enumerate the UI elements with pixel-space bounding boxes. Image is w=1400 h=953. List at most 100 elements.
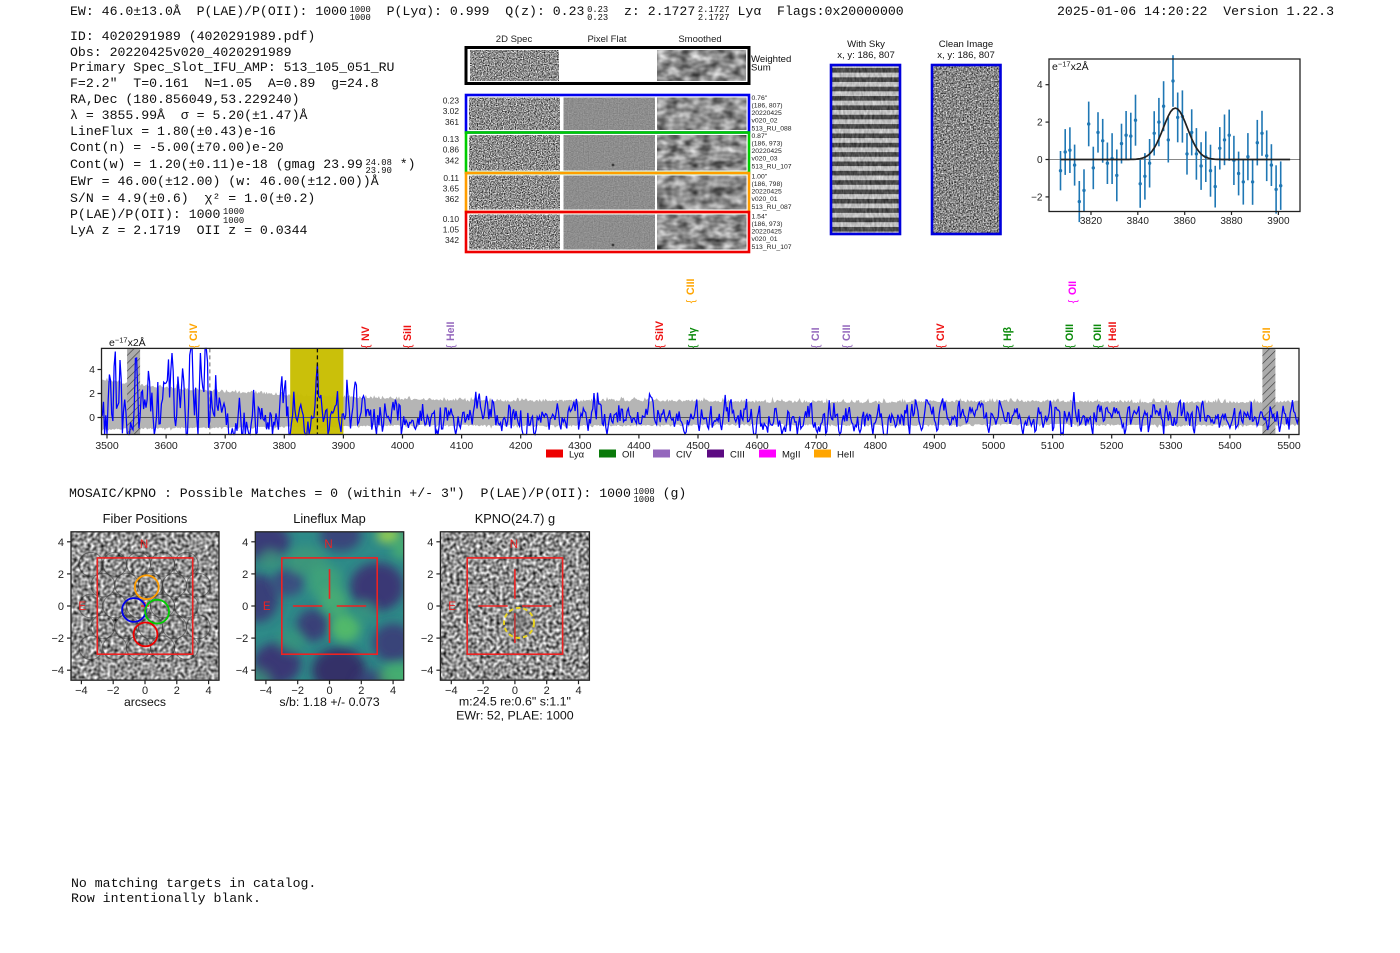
svg-text:s/b: 1.18 +/- 0.073: s/b: 1.18 +/- 0.073 [279, 695, 379, 709]
svg-text:3880: 3880 [1220, 216, 1243, 227]
svg-text:Lyα: Lyα [569, 450, 585, 461]
svg-text:HeII: HeII [837, 450, 854, 461]
svg-text:20220425: 20220425 [752, 229, 782, 236]
svg-text:1.05: 1.05 [443, 225, 460, 235]
svg-text:5400: 5400 [1218, 440, 1242, 452]
svg-text:x, y: 186, 807: x, y: 186, 807 [837, 50, 895, 61]
svg-text:CIII: CIII [730, 450, 745, 461]
svg-text:0.86: 0.86 [443, 145, 460, 155]
svg-text:0: 0 [242, 601, 248, 613]
svg-text:0: 0 [89, 412, 95, 424]
svg-text:2: 2 [427, 569, 433, 581]
svg-text:{: { [1064, 344, 1076, 348]
svg-text:CII: CII [1261, 327, 1273, 341]
svg-text:20220425: 20220425 [752, 110, 782, 117]
svg-text:3900: 3900 [332, 440, 356, 452]
svg-text:2: 2 [544, 685, 550, 697]
svg-text:OIII: OIII [1064, 324, 1076, 341]
svg-text:513_RU_107: 513_RU_107 [752, 244, 792, 251]
svg-text:Fiber Positions: Fiber Positions [103, 511, 188, 526]
svg-text:3800: 3800 [273, 440, 297, 452]
svg-text:2: 2 [1037, 118, 1043, 129]
svg-text:Smoothed: Smoothed [678, 34, 721, 45]
svg-text:−2: −2 [477, 685, 490, 697]
svg-text:513_RU_088: 513_RU_088 [752, 125, 792, 132]
svg-text:342: 342 [445, 235, 459, 245]
svg-text:{: { [1107, 344, 1119, 348]
svg-text:361: 361 [445, 117, 459, 127]
svg-text:4: 4 [1037, 80, 1043, 91]
svg-text:513_RU_087: 513_RU_087 [752, 204, 792, 211]
svg-text:3860: 3860 [1174, 216, 1197, 227]
svg-text:arcsecs: arcsecs [124, 695, 166, 709]
svg-text:3900: 3900 [1267, 216, 1290, 227]
svg-text:0.76": 0.76" [752, 95, 768, 102]
svg-text:(186, 798): (186, 798) [752, 181, 783, 188]
svg-text:3.65: 3.65 [443, 184, 460, 194]
svg-text:{: { [685, 299, 697, 303]
svg-text:MgII: MgII [782, 450, 800, 461]
svg-text:v020_01: v020_01 [752, 196, 778, 203]
svg-text:−4: −4 [260, 685, 273, 697]
svg-text:2: 2 [358, 685, 364, 697]
svg-text:(186, 807): (186, 807) [752, 103, 783, 110]
svg-text:4: 4 [206, 685, 212, 697]
svg-text:HeII: HeII [1107, 322, 1119, 341]
svg-text:v020_01: v020_01 [752, 236, 778, 243]
svg-text:4500: 4500 [686, 440, 710, 452]
svg-text:2: 2 [58, 569, 64, 581]
svg-text:4: 4 [575, 685, 581, 697]
svg-text:5300: 5300 [1159, 440, 1183, 452]
svg-text:4: 4 [427, 537, 433, 549]
svg-text:Pixel Flat: Pixel Flat [587, 34, 626, 45]
svg-text:−2: −2 [1031, 192, 1043, 203]
svg-text:4400: 4400 [627, 440, 651, 452]
svg-text:−4: −4 [445, 685, 458, 697]
svg-text:(186, 973): (186, 973) [752, 141, 783, 148]
svg-text:3.02: 3.02 [443, 106, 460, 116]
svg-text:{: { [654, 344, 666, 348]
svg-text:1.54": 1.54" [752, 213, 768, 220]
svg-text:0: 0 [58, 601, 64, 613]
svg-text:0: 0 [142, 685, 148, 697]
svg-text:3600: 3600 [154, 440, 178, 452]
svg-text:−2: −2 [107, 685, 120, 697]
svg-text:0.87": 0.87" [752, 133, 768, 140]
svg-text:With Sky: With Sky [847, 39, 885, 50]
svg-text:4: 4 [58, 537, 64, 549]
svg-text:{: { [445, 344, 457, 348]
svg-text:342: 342 [445, 155, 459, 165]
svg-text:Hβ: Hβ [1002, 326, 1014, 341]
svg-text:KPNO(24.7) g: KPNO(24.7) g [475, 511, 555, 526]
svg-text:NV: NV [360, 326, 372, 341]
svg-text:5000: 5000 [982, 440, 1006, 452]
svg-text:E: E [78, 601, 86, 613]
svg-text:2: 2 [242, 569, 248, 581]
svg-text:4800: 4800 [864, 440, 888, 452]
svg-text:OII: OII [622, 450, 635, 461]
svg-text:4: 4 [89, 364, 95, 376]
svg-text:5200: 5200 [1100, 440, 1124, 452]
svg-text:−2: −2 [51, 633, 64, 645]
svg-text:Hγ: Hγ [687, 327, 699, 341]
svg-text:CIII: CIII [841, 324, 853, 341]
svg-text:CIV: CIV [188, 323, 200, 341]
svg-text:−4: −4 [75, 685, 88, 697]
svg-text:CII: CII [810, 327, 822, 341]
svg-text:N: N [140, 539, 148, 551]
svg-text:4600: 4600 [745, 440, 769, 452]
svg-text:{: { [841, 344, 853, 348]
svg-text:0: 0 [326, 685, 332, 697]
svg-text:3840: 3840 [1127, 216, 1150, 227]
svg-text:E: E [263, 601, 271, 613]
svg-text:{: { [360, 344, 372, 348]
svg-text:4: 4 [390, 685, 396, 697]
svg-text:HeII: HeII [445, 322, 457, 341]
svg-text:{: { [1261, 344, 1273, 348]
svg-text:{: { [1067, 299, 1079, 303]
svg-text:(186, 973): (186, 973) [752, 221, 783, 228]
svg-text:4700: 4700 [805, 440, 829, 452]
svg-text:Clean Image: Clean Image [939, 39, 993, 50]
svg-text:513_RU_107: 513_RU_107 [752, 163, 792, 170]
svg-text:3820: 3820 [1080, 216, 1103, 227]
